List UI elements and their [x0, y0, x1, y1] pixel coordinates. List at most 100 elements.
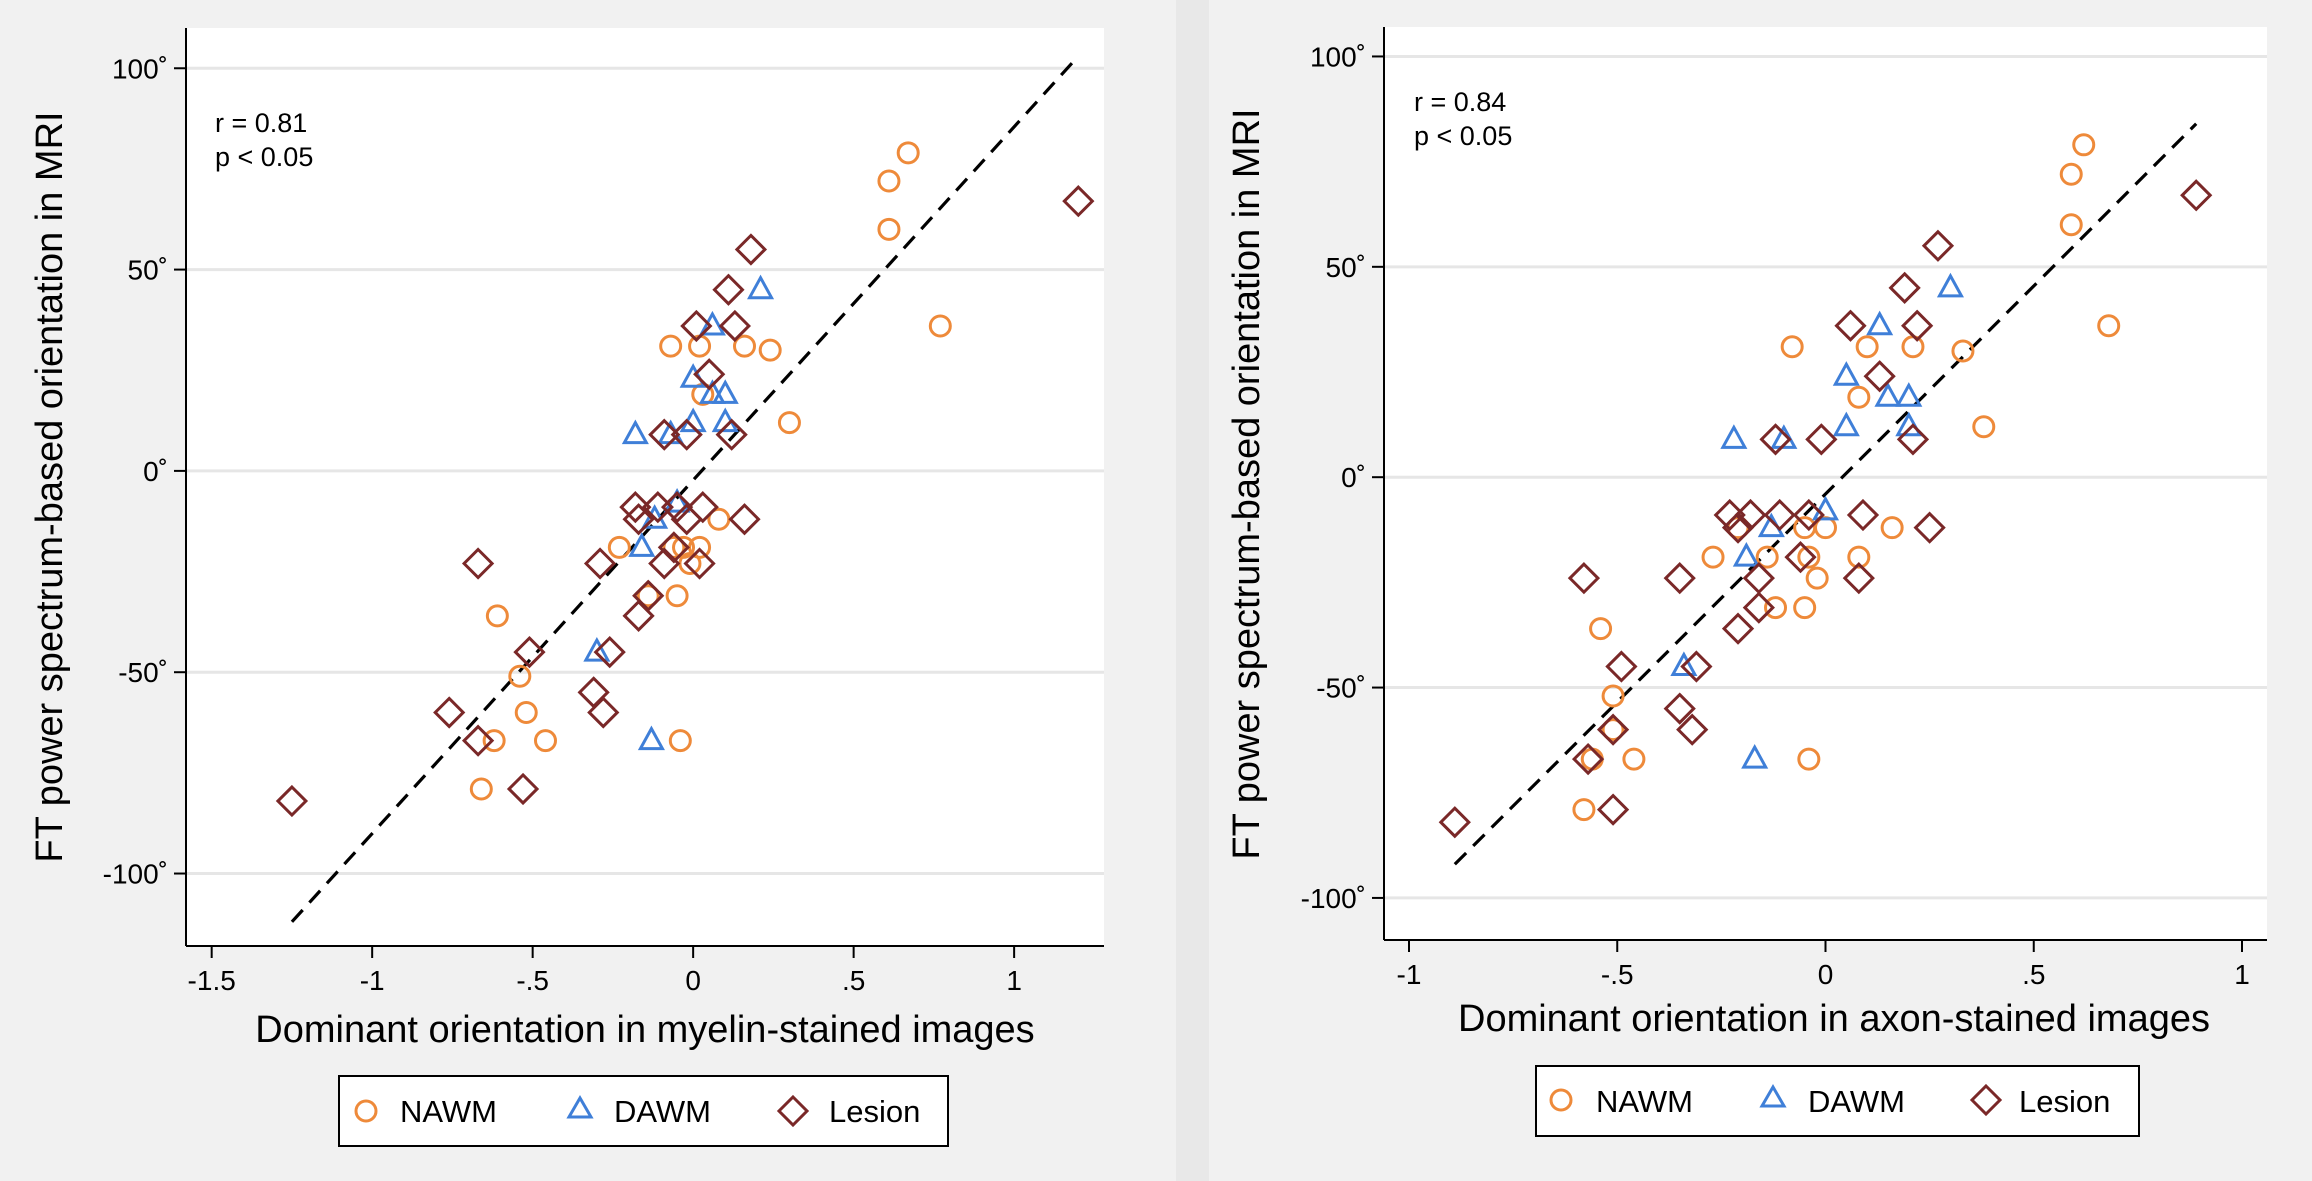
fit-line	[290, 55, 1080, 923]
nawm-point	[636, 584, 660, 608]
lesion-point	[734, 233, 768, 266]
lesion-point	[1676, 713, 1709, 746]
lesion-point	[670, 418, 703, 451]
lesion-point	[433, 696, 466, 729]
legend: NAWM DAWM Lesion	[338, 1075, 949, 1147]
dawm-point	[1895, 382, 1923, 407]
annotation-p: p < 0.05	[1414, 121, 1512, 151]
lesion-point	[513, 635, 546, 669]
nawm-point	[665, 584, 689, 608]
lesion-point	[1901, 309, 1934, 342]
lesion-point	[622, 503, 655, 536]
nawm-point	[533, 729, 557, 753]
lesion-point	[506, 772, 540, 806]
lesion-point	[1805, 423, 1838, 456]
dawm-point	[1832, 361, 1860, 386]
lesion-point	[648, 418, 681, 451]
legend-label: DAWM	[1808, 1084, 1905, 1119]
lesion-point	[693, 358, 726, 391]
lesion-point	[461, 547, 495, 580]
nawm-point	[2072, 133, 2096, 157]
nawm-point	[2059, 213, 2083, 237]
lesion-point	[680, 309, 713, 343]
nawm-point	[2097, 314, 2121, 338]
dawm-point	[1670, 651, 1698, 677]
legend-lesion-marker	[776, 1094, 810, 1128]
dawm-point	[698, 379, 726, 404]
nawm-point	[1764, 596, 1788, 620]
legend-label: DAWM	[614, 1094, 711, 1129]
lesion-point	[1567, 562, 1601, 595]
x-tick-label: 1	[1006, 965, 1022, 996]
nawm-point	[469, 777, 493, 801]
lesion-point	[657, 531, 691, 564]
nawm-point	[514, 700, 538, 724]
chart-panel-myelin: 100˚ 50˚ 0˚ -50˚ -100˚ -1.5 -1 -.5 0 .5 1 r = 0.8…	[29, 28, 1104, 1147]
nawm-point	[1622, 747, 1646, 771]
nawm-point	[1793, 596, 1817, 620]
x-tick-label: 0	[1818, 959, 1834, 990]
nawm-point	[482, 729, 506, 753]
y-tick-label: -100˚	[1301, 883, 1366, 914]
lesion-point	[718, 309, 751, 343]
dawm-point	[1832, 411, 1860, 437]
nawm-point	[1951, 339, 1975, 363]
lesion-point	[1596, 713, 1630, 746]
nawm-point	[1797, 545, 1821, 569]
y-tick-label: 0˚	[143, 456, 168, 487]
nawm-point	[607, 535, 631, 559]
nawm-point	[1589, 617, 1613, 641]
lesion-point	[1842, 562, 1875, 595]
lesion-point	[1663, 562, 1696, 595]
nawm-point	[896, 141, 920, 165]
annotation-p: p < 0.05	[215, 142, 313, 172]
dawm-point	[1811, 495, 1840, 521]
legend-label: NAWM	[1596, 1084, 1693, 1119]
x-tick-label: 0	[685, 965, 701, 996]
nawm-point	[733, 334, 757, 358]
annotation-r: r = 0.84	[1414, 87, 1506, 117]
x-tick-label: -1.5	[188, 965, 236, 996]
nawm-point	[1880, 516, 1904, 540]
scatter-chart-axon: 100˚ 50˚ 0˚ -50˚ -100˚ -1 -.5 0 .5 1 r = 0.84 p …	[1209, 0, 2312, 1181]
dawm-point	[663, 487, 691, 513]
legend-nawm-marker	[354, 1099, 378, 1123]
x-tick-label: .5	[842, 965, 865, 996]
chart-panel-axon: 100˚ 50˚ 0˚ -50˚ -100˚ -1 -.5 0 .5 1 r = 0.84 p …	[1209, 0, 2312, 1181]
legend-lesion-marker	[1969, 1083, 2003, 1117]
lesion-point	[670, 503, 703, 536]
nawm-point	[485, 604, 509, 628]
dawm-point	[1874, 382, 1902, 407]
nawm-point	[2059, 162, 2083, 186]
lesion-point	[587, 696, 620, 729]
nawm-point	[1805, 566, 1829, 590]
lesion-point	[1571, 742, 1605, 776]
lesion-point	[1896, 423, 1930, 456]
lesion-point	[1846, 498, 1880, 532]
y-tick-label: -100˚	[103, 859, 168, 890]
lesion-point	[461, 724, 495, 757]
nawm-point	[1701, 545, 1725, 569]
lesion-point	[1605, 650, 1638, 683]
lesion-point	[1792, 498, 1825, 532]
nawm-point	[1572, 798, 1596, 822]
lesion-point	[1721, 612, 1755, 645]
nawm-point	[659, 334, 683, 358]
lesion-point	[715, 418, 748, 451]
dawm-point	[747, 274, 775, 300]
lesion-point	[275, 784, 309, 818]
nawm-point	[1847, 545, 1871, 569]
lesion-point	[1438, 806, 1471, 839]
lesion-point	[1921, 229, 1955, 262]
x-axis-label: Dominant orientation in myelin-stained i…	[255, 1009, 1034, 1051]
x-tick-label: -1	[360, 965, 385, 996]
lesion-point	[686, 491, 719, 524]
lesion-point	[1680, 650, 1713, 683]
x-tick-label: 1	[2234, 959, 2250, 990]
lesion-point	[593, 635, 626, 669]
nawm-point	[1780, 335, 1804, 359]
lesion-point	[619, 491, 652, 524]
y-tick-label: -50˚	[1316, 673, 1366, 704]
y-tick-label: 100˚	[1310, 41, 1366, 72]
lesion-point	[1763, 498, 1796, 532]
